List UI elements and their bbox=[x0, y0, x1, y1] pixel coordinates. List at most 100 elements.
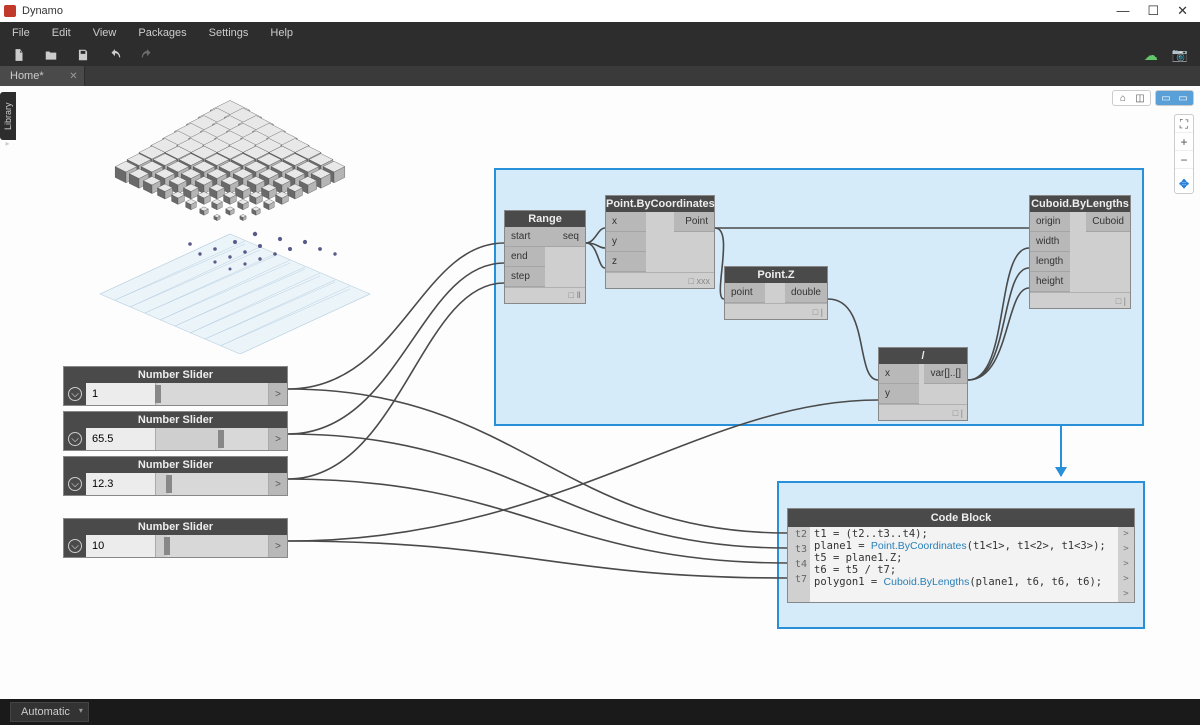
code-input-port[interactable]: t2 bbox=[788, 527, 810, 542]
tab-home[interactable]: Home* ✕ bbox=[0, 66, 85, 86]
selection-arrow-icon bbox=[1060, 426, 1062, 476]
input-port-width[interactable]: width bbox=[1030, 232, 1070, 252]
output-port-double[interactable]: double bbox=[785, 283, 827, 303]
view-graph-toggle[interactable]: ▭▭ bbox=[1155, 90, 1194, 106]
graph-canvas[interactable]: Library ⌂◫ ▭▭ ⛶ + − ✥ bbox=[0, 86, 1200, 699]
node-range[interactable]: Range startendstep seq □ Ⅱ bbox=[504, 210, 586, 304]
input-port-origin[interactable]: origin bbox=[1030, 212, 1070, 232]
undo-icon[interactable] bbox=[108, 48, 122, 62]
maximize-button[interactable]: ☐ bbox=[1147, 3, 1159, 19]
node-point_bc[interactable]: Point.ByCoordinates xyz Point □ xxx bbox=[605, 195, 715, 289]
save-icon[interactable] bbox=[76, 48, 90, 62]
slider-track[interactable] bbox=[156, 428, 269, 450]
code-output-port[interactable]: > bbox=[1118, 527, 1134, 542]
code-input-port[interactable]: t3 bbox=[788, 542, 810, 557]
code-output-port[interactable]: > bbox=[1118, 557, 1134, 572]
menu-packages[interactable]: Packages bbox=[138, 27, 186, 39]
slider-thumb[interactable] bbox=[164, 537, 170, 555]
output-port-Point[interactable]: Point bbox=[674, 212, 714, 232]
slider-thumb[interactable] bbox=[218, 430, 224, 448]
code-input-port[interactable]: t7 bbox=[788, 572, 810, 587]
input-port-height[interactable]: height bbox=[1030, 272, 1070, 292]
code-output-port[interactable]: > bbox=[1118, 572, 1134, 587]
node-footer: □ Ⅱ bbox=[505, 287, 585, 303]
menu-help[interactable]: Help bbox=[270, 27, 293, 39]
node-number-slider[interactable]: Number Slider ⌵ 12.3 > bbox=[63, 456, 288, 496]
input-port-step[interactable]: step bbox=[505, 267, 545, 287]
minimize-button[interactable]: — bbox=[1116, 3, 1129, 19]
output-port-Cuboid[interactable]: Cuboid bbox=[1086, 212, 1130, 232]
slider-value[interactable]: 10 bbox=[86, 535, 156, 557]
slider-value[interactable]: 12.3 bbox=[86, 473, 156, 495]
expand-toggle[interactable]: ⌵ bbox=[64, 428, 86, 450]
tool-bar: ☁ 📷 bbox=[0, 44, 1200, 66]
node-cuboid[interactable]: Cuboid.ByLengths originwidthlengthheight… bbox=[1029, 195, 1131, 309]
new-file-icon[interactable] bbox=[12, 48, 26, 62]
code-output-port[interactable]: > bbox=[1118, 587, 1134, 602]
node-header: Number Slider bbox=[64, 367, 287, 383]
slider-value[interactable]: 1 bbox=[86, 383, 156, 405]
input-port-y[interactable]: y bbox=[606, 232, 646, 252]
library-panel-tab[interactable]: Library bbox=[0, 92, 16, 140]
input-port-x[interactable]: x bbox=[606, 212, 646, 232]
app-logo-icon bbox=[4, 5, 16, 17]
menu-view[interactable]: View bbox=[93, 27, 117, 39]
output-port[interactable]: > bbox=[269, 535, 287, 557]
code-input-port[interactable] bbox=[788, 587, 810, 602]
open-file-icon[interactable] bbox=[44, 48, 58, 62]
tab-close-icon[interactable]: ✕ bbox=[69, 71, 77, 82]
expand-toggle[interactable]: ⌵ bbox=[64, 473, 86, 495]
code-gutter: t2t3t4t7 bbox=[788, 527, 810, 602]
preview-svg bbox=[80, 94, 380, 354]
slider-thumb[interactable] bbox=[166, 475, 172, 493]
redo-icon[interactable] bbox=[140, 48, 154, 62]
node-footer: □ | bbox=[1030, 292, 1130, 308]
pan-button[interactable]: ✥ bbox=[1175, 175, 1193, 193]
input-port-z[interactable]: z bbox=[606, 252, 646, 272]
output-port-seq[interactable]: seq bbox=[545, 227, 585, 247]
node-header: Code Block bbox=[788, 509, 1134, 527]
code-input-port[interactable]: t4 bbox=[788, 557, 810, 572]
slider-track[interactable] bbox=[156, 473, 269, 495]
input-port-x[interactable]: x bbox=[879, 364, 919, 384]
graph-view-icon: ▭ bbox=[1159, 92, 1173, 104]
close-button[interactable]: ✕ bbox=[1177, 3, 1188, 19]
slider-value[interactable]: 65.5 bbox=[86, 428, 156, 450]
output-port[interactable]: > bbox=[269, 428, 287, 450]
code-text[interactable]: t1 = (t2..t3..t4); plane1 = Point.ByCoor… bbox=[810, 527, 1118, 602]
camera-icon[interactable]: 📷 bbox=[1172, 47, 1188, 63]
cloud-icon[interactable]: ☁ bbox=[1144, 47, 1158, 64]
node-number-slider[interactable]: Number Slider ⌵ 1 > bbox=[63, 366, 288, 406]
geometry-view-icon: ◫ bbox=[1133, 92, 1147, 104]
zoom-in-button[interactable]: + bbox=[1175, 133, 1193, 151]
slider-track[interactable] bbox=[156, 383, 269, 405]
input-port-start[interactable]: start bbox=[505, 227, 545, 247]
slider-track[interactable] bbox=[156, 535, 269, 557]
node-number-slider[interactable]: Number Slider ⌵ 10 > bbox=[63, 518, 288, 558]
code-output-ports: >>>>> bbox=[1118, 527, 1134, 602]
node-point_z[interactable]: Point.Z point double □ | bbox=[724, 266, 828, 320]
output-port[interactable]: > bbox=[269, 383, 287, 405]
node-number-slider[interactable]: Number Slider ⌵ 65.5 > bbox=[63, 411, 288, 451]
menu-settings[interactable]: Settings bbox=[209, 27, 249, 39]
output-port-var[]..[][interactable]: var[]..[] bbox=[924, 364, 967, 384]
input-port-y[interactable]: y bbox=[879, 384, 919, 404]
run-mode-selector[interactable]: Automatic bbox=[10, 702, 89, 722]
input-port-end[interactable]: end bbox=[505, 247, 545, 267]
menu-file[interactable]: File bbox=[12, 27, 30, 39]
menu-edit[interactable]: Edit bbox=[52, 27, 71, 39]
node-header: Range bbox=[505, 211, 585, 227]
code-output-port[interactable]: > bbox=[1118, 542, 1134, 557]
node-code-block[interactable]: Code Block t2t3t4t7 t1 = (t2..t3..t4); p… bbox=[787, 508, 1135, 603]
input-port-length[interactable]: length bbox=[1030, 252, 1070, 272]
expand-toggle[interactable]: ⌵ bbox=[64, 535, 86, 557]
slider-thumb[interactable] bbox=[155, 385, 161, 403]
input-port-point[interactable]: point bbox=[725, 283, 765, 303]
node-header: Point.Z bbox=[725, 267, 827, 283]
expand-toggle[interactable]: ⌵ bbox=[64, 383, 86, 405]
view-3d-toggle[interactable]: ⌂◫ bbox=[1112, 90, 1151, 106]
node-divide[interactable]: / xy var[]..[] □ | bbox=[878, 347, 968, 421]
zoom-out-button[interactable]: − bbox=[1175, 151, 1193, 169]
fit-view-button[interactable]: ⛶ bbox=[1175, 115, 1193, 133]
output-port[interactable]: > bbox=[269, 473, 287, 495]
